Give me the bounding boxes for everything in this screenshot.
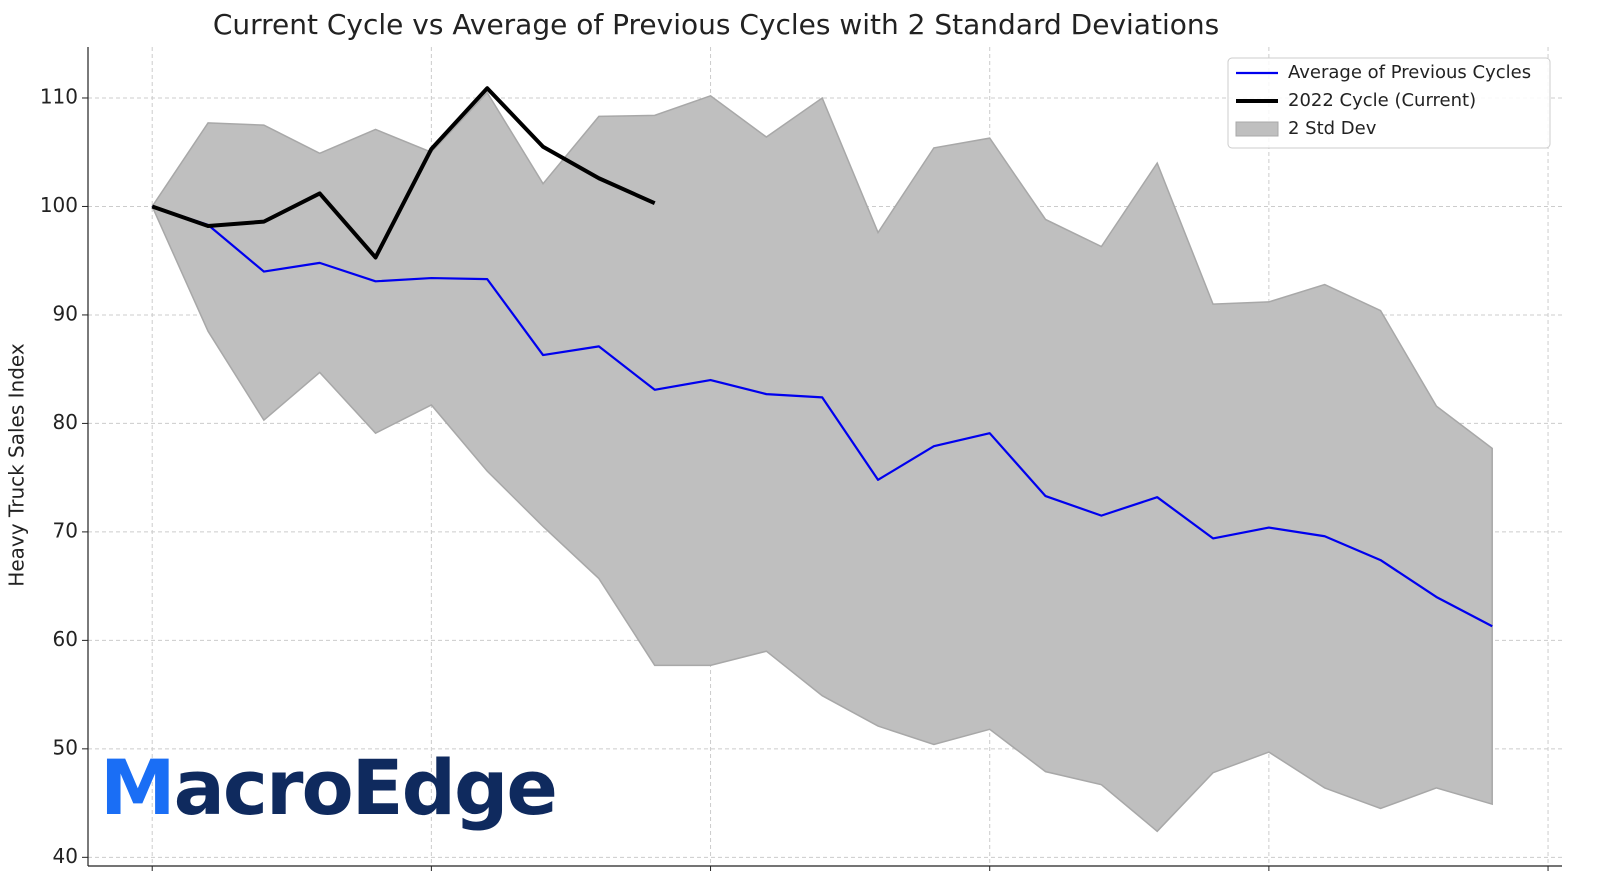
series-line: [151, 205, 1493, 628]
y-tick-label: 40: [53, 844, 78, 868]
legend-label: 2022 Cycle (Current): [1288, 90, 1476, 111]
watermark-rest: acroEdge: [174, 743, 556, 832]
y-tick-label: 100: [40, 193, 78, 217]
watermark: MacroEdge: [100, 743, 556, 832]
series-line: [151, 86, 656, 260]
legend-swatch: [1235, 121, 1279, 137]
y-tick-label: 110: [40, 84, 78, 108]
legend-label: Average of Previous Cycles: [1288, 62, 1531, 83]
y-tick-label: 70: [53, 518, 78, 542]
std-band: [151, 91, 1493, 833]
chart-title: Current Cycle vs Average of Previous Cyc…: [213, 8, 1219, 41]
y-tick-label: 90: [53, 301, 78, 325]
legend-label: 2 Std Dev: [1288, 118, 1377, 139]
legend-box: [1227, 57, 1551, 149]
y-tick-label: 50: [53, 735, 78, 759]
watermark-m: M: [100, 743, 174, 832]
y-tick-label: 80: [53, 410, 78, 434]
y-axis-label: Heavy Truck Sales Index: [5, 343, 29, 587]
y-tick-label: 60: [53, 627, 78, 651]
